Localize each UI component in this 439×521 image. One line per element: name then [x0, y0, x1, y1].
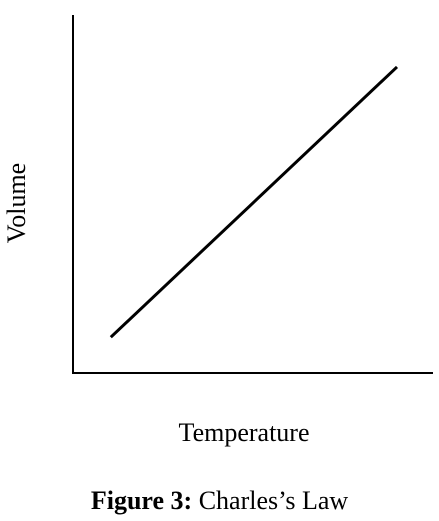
figure-caption-label: Figure 3: — [90, 486, 193, 515]
y-axis-label: Volume — [2, 163, 31, 243]
x-axis-label: Temperature — [179, 418, 310, 447]
series-line-1 — [109, 65, 399, 339]
figure-caption: Figure 3: Charles’s Law — [0, 485, 439, 517]
charles-law-chart: Temperature Volume — [2, 15, 433, 447]
figure-caption-text: Charles’s Law — [198, 486, 349, 515]
series-layer — [109, 65, 399, 339]
